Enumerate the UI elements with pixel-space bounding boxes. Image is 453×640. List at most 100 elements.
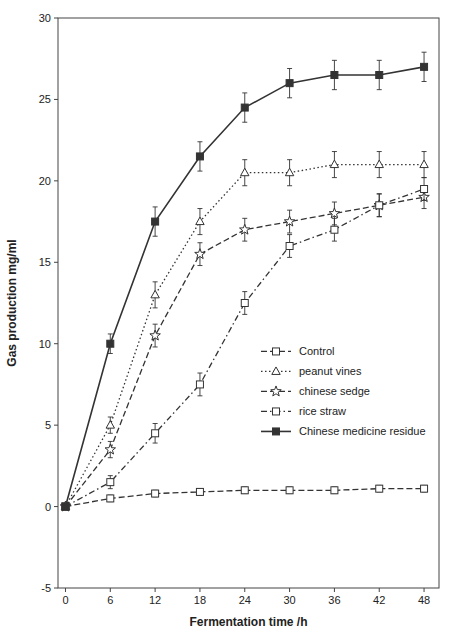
point <box>196 488 203 495</box>
y-tick-label: 10 <box>39 338 51 350</box>
error-cap <box>242 159 247 160</box>
error-cap <box>242 314 247 315</box>
error-cap <box>153 307 158 308</box>
y-tick <box>54 99 58 100</box>
error-cap <box>242 241 247 242</box>
error-cap <box>377 177 382 178</box>
error-cap <box>287 185 292 186</box>
error-cap <box>108 488 113 489</box>
error-cap <box>108 457 113 458</box>
point <box>286 487 293 494</box>
error-cap <box>422 81 427 82</box>
error-cap <box>422 151 427 152</box>
point <box>152 218 159 225</box>
error-cap <box>153 236 158 237</box>
y-tick <box>54 588 58 589</box>
error-bar <box>377 194 382 217</box>
x-tick-label: 0 <box>62 594 68 606</box>
legend-marker <box>273 408 280 415</box>
series <box>62 52 428 510</box>
chart: 0612182430364248-5051015202530Fermentati… <box>0 0 453 640</box>
point <box>62 503 69 510</box>
x-tick <box>289 588 290 592</box>
y-tick-label: 0 <box>45 501 51 513</box>
error-bar <box>153 424 158 444</box>
point <box>286 80 293 87</box>
error-cap <box>197 265 202 266</box>
point <box>105 444 115 454</box>
legend-label: chinese sedge <box>299 385 370 397</box>
point <box>284 216 294 226</box>
plot-data <box>60 52 429 511</box>
point <box>60 501 70 511</box>
error-cap <box>332 202 337 203</box>
error-cap <box>287 97 292 98</box>
error-cap <box>287 257 292 258</box>
legend-marker <box>272 367 280 375</box>
error-bar <box>153 207 158 236</box>
legend-item: rice straw <box>261 405 346 417</box>
point <box>107 495 114 502</box>
error-cap <box>377 216 382 217</box>
error-cap <box>108 353 113 354</box>
legend-label: rice straw <box>299 405 346 417</box>
error-cap <box>242 185 247 186</box>
error-cap <box>153 206 158 207</box>
point <box>285 168 293 176</box>
error-bar <box>242 487 247 494</box>
error-bar <box>377 60 382 89</box>
point <box>151 290 159 298</box>
error-bar <box>197 142 202 171</box>
legend-marker <box>273 428 280 435</box>
point <box>376 72 383 79</box>
error-bar <box>108 495 113 502</box>
x-tick-label: 12 <box>149 594 161 606</box>
point <box>240 224 250 234</box>
legend-marker <box>273 348 280 355</box>
point <box>241 104 248 111</box>
x-tick <box>244 588 245 592</box>
series <box>62 485 428 510</box>
series <box>60 186 429 511</box>
error-bar <box>422 52 427 81</box>
error-cap <box>422 177 427 178</box>
error-cap <box>332 241 337 242</box>
error-cap <box>197 208 202 209</box>
y-tick-label: -5 <box>41 582 51 594</box>
error-bar <box>377 194 382 217</box>
legend-label: Control <box>299 345 334 357</box>
point <box>421 63 428 70</box>
error-cap <box>197 141 202 142</box>
x-tick <box>65 588 66 592</box>
error-cap <box>332 89 337 90</box>
error-cap <box>422 208 427 209</box>
point <box>195 249 205 259</box>
x-tick-label: 6 <box>107 594 113 606</box>
point <box>286 243 293 250</box>
error-cap <box>377 193 382 194</box>
point <box>420 160 428 168</box>
error-cap <box>108 333 113 334</box>
error-cap <box>287 232 292 233</box>
error-cap <box>377 89 382 90</box>
y-tick <box>54 506 58 507</box>
point <box>331 487 338 494</box>
series-line <box>65 165 424 507</box>
point <box>150 330 160 340</box>
point <box>62 503 69 510</box>
error-bar <box>242 93 247 122</box>
error-cap <box>153 281 158 282</box>
error-cap <box>287 159 292 160</box>
background <box>0 0 453 640</box>
legend-item: Control <box>261 345 334 357</box>
plot-frame <box>58 18 439 588</box>
error-cap <box>153 443 158 444</box>
y-tick-label: 15 <box>39 256 51 268</box>
legend-marker <box>271 386 281 396</box>
point <box>152 490 159 497</box>
point <box>376 485 383 492</box>
error-cap <box>108 417 113 418</box>
legend-item: Chinese medicine residue <box>261 425 426 437</box>
error-cap <box>242 122 247 123</box>
point <box>330 160 338 168</box>
